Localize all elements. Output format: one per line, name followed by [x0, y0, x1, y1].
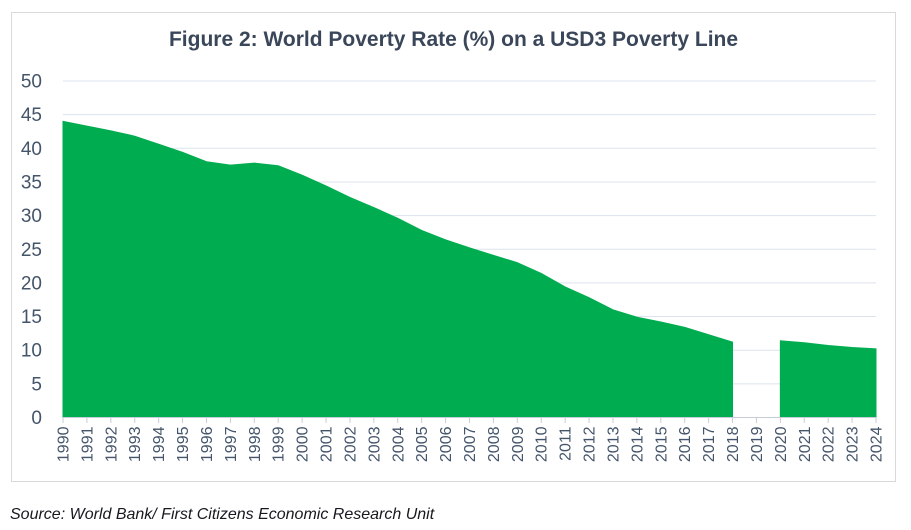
x-tick-label: 2013: [605, 426, 622, 462]
x-tick-label: 2004: [390, 426, 407, 462]
x-tick-label: 2015: [653, 426, 670, 462]
chart-card: Figure 2: World Poverty Rate (%) on a US…: [11, 12, 896, 482]
x-tick-label: 2021: [797, 426, 814, 462]
x-tick-label: 1999: [271, 426, 288, 462]
x-tick-label: 2008: [486, 426, 503, 462]
x-tick-label: 2018: [725, 426, 742, 462]
x-tick-label: 2020: [773, 426, 790, 462]
x-tick-label: 2003: [366, 426, 383, 462]
x-tick-label: 2009: [510, 426, 527, 462]
x-tick-label: 1998: [247, 426, 264, 462]
poverty-area-segment: [62, 120, 734, 418]
x-tick-label: 2017: [701, 426, 718, 462]
source-note: Source: World Bank/ First Citizens Econo…: [10, 506, 435, 523]
x-tick-label: 2005: [414, 426, 431, 462]
x-tick-label: 1994: [151, 426, 168, 462]
y-tick-label: 20: [21, 273, 42, 294]
x-tick-label: 2012: [582, 426, 599, 462]
x-tick-label: 1990: [56, 426, 73, 462]
poverty-area-segment: [779, 340, 877, 418]
x-axis: [62, 417, 877, 423]
x-tick-label: 2000: [295, 426, 312, 462]
x-tick-label: 2006: [438, 426, 455, 462]
x-tick-label: 1992: [103, 426, 120, 462]
y-tick-label: 50: [21, 72, 42, 93]
x-tick-label: 1991: [79, 426, 96, 462]
x-tick-label: 1993: [127, 426, 144, 462]
poverty-area-series: [62, 120, 877, 418]
x-tick-label: 2007: [462, 426, 479, 462]
x-tick-label: 1997: [223, 426, 240, 462]
x-tick-label: 2019: [749, 426, 766, 462]
y-tick-label: 10: [21, 341, 42, 362]
y-tick-label: 25: [21, 240, 42, 261]
x-tick-label: 2023: [845, 426, 862, 462]
x-tick-label: 2011: [558, 426, 575, 461]
x-tick-label: 2024: [869, 426, 886, 462]
y-tick-label: 15: [21, 307, 42, 328]
x-tick-label: 1996: [199, 426, 216, 462]
x-tick-label: 1995: [175, 426, 192, 462]
x-axis-labels: 1990 1991 1992 1993 1994 1995 1996 1997 1998 1999…: [56, 426, 886, 462]
chart-title: Figure 2: World Poverty Rate (%) on a US…: [168, 28, 739, 51]
x-tick-label: 2014: [629, 426, 646, 462]
x-tick-label: 2010: [534, 426, 551, 462]
poverty-area-chart: 0 5 10 15 20 25 30 35 40 45 50 1990 1991 1992 1993 1994…: [21, 72, 886, 463]
y-axis-labels: 0 5 10 15 20 25 30 35 40 45 50: [21, 72, 42, 430]
x-tick-label: 2022: [821, 426, 838, 462]
y-tick-label: 5: [31, 374, 42, 395]
y-tick-label: 45: [21, 105, 42, 126]
x-tick-label: 2002: [342, 426, 359, 462]
y-tick-label: 35: [21, 172, 42, 193]
y-tick-label: 0: [31, 408, 42, 429]
y-tick-label: 40: [21, 139, 42, 160]
y-tick-label: 30: [21, 206, 42, 227]
x-tick-label: 2016: [677, 426, 694, 462]
x-tick-label: 2001: [319, 426, 336, 462]
